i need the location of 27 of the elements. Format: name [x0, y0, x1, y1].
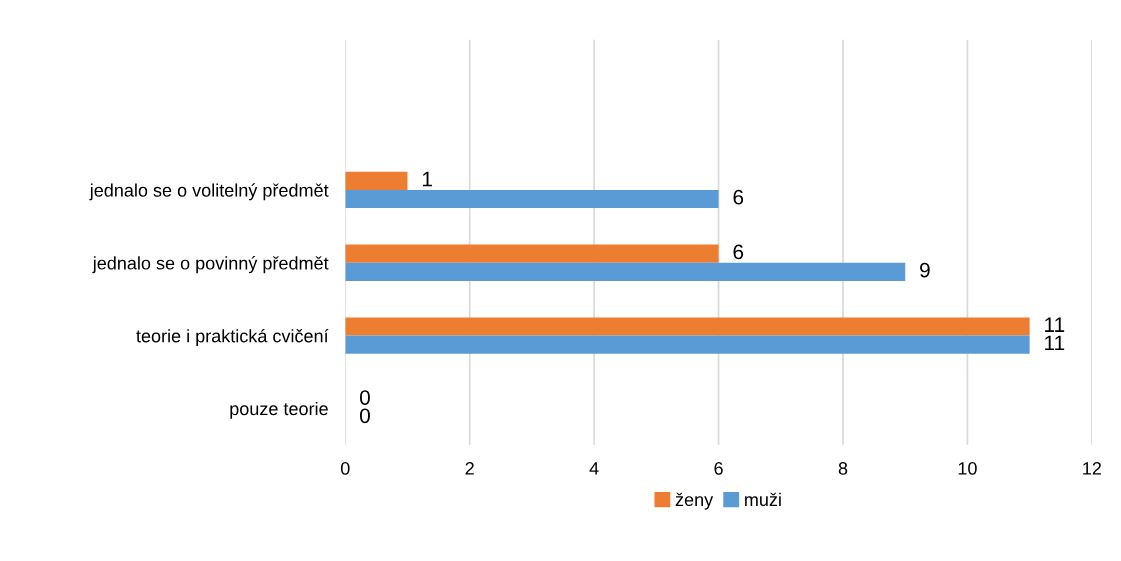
bar — [345, 317, 1030, 336]
data-label: 1 — [422, 171, 432, 187]
legend-label: muži — [745, 492, 781, 507]
x-tick-label: 8 — [838, 462, 848, 475]
y-tick-label: pouze teorie — [230, 401, 328, 419]
data-label: 0 — [359, 390, 370, 405]
data-label: 11 — [1045, 335, 1065, 351]
x-tick-label: 6 — [714, 462, 723, 475]
data-label: 6 — [733, 189, 744, 205]
x-tick-label: 0 — [340, 462, 350, 475]
bar — [345, 171, 408, 190]
data-label: 0 — [359, 408, 370, 424]
x-tick-label: 10 — [958, 462, 977, 475]
y-tick-label: teorie i praktická cvičení — [136, 328, 329, 346]
x-tick-label: 12 — [1083, 462, 1101, 475]
bar — [345, 244, 719, 263]
bar — [345, 335, 1030, 354]
data-label: 6 — [733, 244, 744, 260]
y-tick-label: jednalo se o volitelný předmět — [89, 183, 329, 201]
bar — [345, 262, 906, 281]
data-label: 9 — [920, 262, 930, 278]
data-label: 11 — [1045, 317, 1065, 332]
legend-label: ženy — [675, 492, 714, 510]
bar — [345, 189, 719, 209]
x-tick-label: 4 — [589, 462, 599, 475]
x-tick-label: 2 — [465, 462, 474, 475]
y-tick-label: jednalo se o povinný předmět — [92, 256, 329, 274]
